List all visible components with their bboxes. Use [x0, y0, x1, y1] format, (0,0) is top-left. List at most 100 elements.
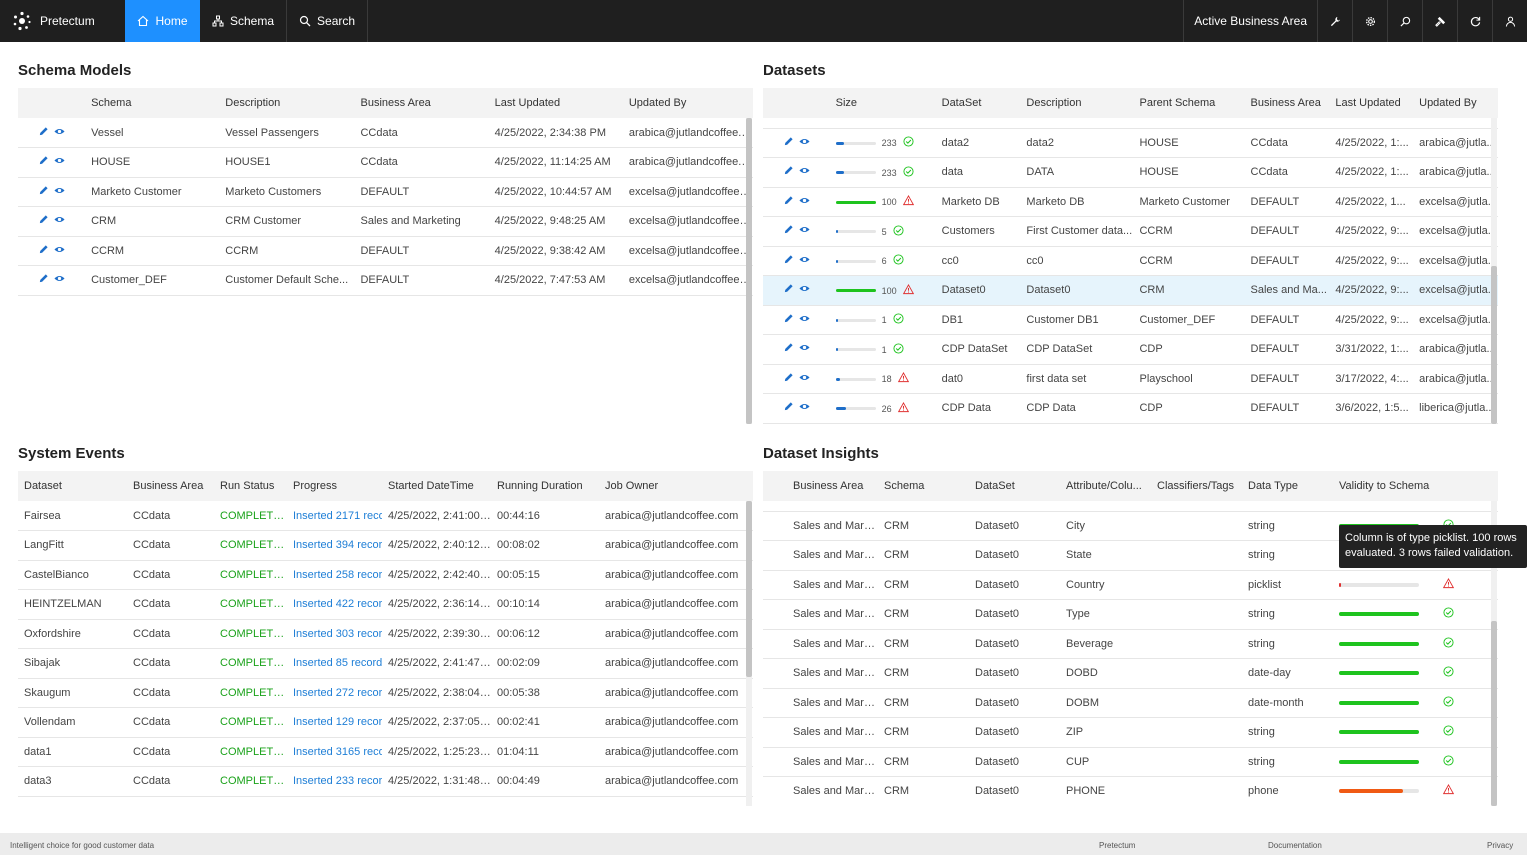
progress-link[interactable]: Inserted 3165 recor [287, 737, 382, 767]
column-header[interactable]: Data Type [1242, 471, 1333, 501]
table-row[interactable]: Sales and Mark... CRM Dataset0 CUP string [763, 747, 1498, 777]
table-row[interactable]: Oxfordshire CCdata COMPLETED Inserted 303 r… [18, 619, 753, 649]
column-header[interactable]: Classifiers/Tags [1151, 471, 1242, 501]
table-row[interactable]: Customer_DEF Customer Default Sche... DEFA… [18, 265, 753, 296]
column-header[interactable]: DataSet [969, 471, 1060, 501]
active-business-area-button[interactable]: Active Business Area [1183, 0, 1317, 42]
table-row[interactable]: data3 CCdata COMPLETED Inserted 233 record 4… [18, 766, 753, 797]
edit-icon[interactable] [783, 224, 794, 235]
user-button[interactable] [1492, 0, 1527, 42]
table-row[interactable]: 6 cc0 cc0 CCRM DEFAULT 4/25/2022, 9:... excels… [763, 246, 1498, 276]
edit-icon[interactable] [783, 313, 794, 324]
column-header[interactable]: Attribute/Colu... [1060, 471, 1151, 501]
table-row[interactable]: 1 DB1 Customer DB1 Customer_DEF DEFAULT 4/25/… [763, 305, 1498, 335]
edit-icon[interactable] [783, 136, 794, 147]
column-header[interactable]: Last Updated [1329, 88, 1414, 118]
edit-icon[interactable] [783, 165, 794, 176]
validity-cell[interactable] [1333, 776, 1498, 806]
validity-cell[interactable] [1333, 570, 1498, 600]
column-header[interactable]: Business Area [127, 471, 214, 501]
table-row[interactable]: Sales and Mark... CRM Dataset0 DOBD date-day [763, 658, 1498, 689]
column-header[interactable]: Size [829, 88, 936, 118]
table-row[interactable]: 100 Dataset0 Dataset0 CRM Sales and Ma... 4/2… [763, 275, 1498, 306]
progress-link[interactable]: Inserted 272 record [287, 678, 382, 708]
find-button[interactable] [1387, 0, 1422, 42]
edit-icon[interactable] [783, 401, 794, 412]
table-row[interactable]: 100 Marketo DB Marketo DB Marketo Customer D… [763, 187, 1498, 217]
column-header[interactable]: Business Area [354, 88, 489, 118]
table-row[interactable]: Vollendam CCdata COMPLETED Inserted 129 rec… [18, 707, 753, 738]
table-row[interactable]: HEINTZELMAN CCdata COMPLETED Inserted 422 r… [18, 589, 753, 620]
settings-button[interactable] [1352, 0, 1387, 42]
nav-home[interactable]: Home [125, 0, 200, 42]
column-header[interactable]: Run Status [214, 471, 287, 501]
table-row[interactable]: CRM CRM Customer Sales and Marketing 4/25/2… [18, 206, 753, 237]
view-icon[interactable] [799, 313, 810, 324]
table-row[interactable]: HOUSE HOUSE1 CCdata 4/25/2022, 11:14:25 AM a… [18, 147, 753, 178]
table-row[interactable]: 26 CDP Data CDP Data CDP DEFAULT 3/6/2022, 1:… [763, 393, 1498, 424]
column-header[interactable]: Progress [287, 471, 382, 501]
progress-link[interactable]: Inserted 258 record [287, 560, 382, 590]
column-header[interactable]: Parent Schema [1133, 88, 1245, 118]
refresh-button[interactable] [1457, 0, 1492, 42]
view-icon[interactable] [799, 165, 810, 176]
column-header[interactable]: Business Area [1244, 88, 1330, 118]
table-row[interactable]: CastelBianco CCdata COMPLETED Inserted 258 … [18, 560, 753, 590]
validity-cell[interactable] [1333, 658, 1498, 689]
table-row[interactable]: 1 CDP DataSet CDP DataSet CDP DEFAULT 3/31/20… [763, 334, 1498, 365]
table-row[interactable]: Sales and Mark... CRM Dataset0 PHONE phone [763, 776, 1498, 806]
table-row[interactable]: data1 CCdata COMPLETED Inserted 3165 recor 4… [18, 737, 753, 767]
table-row[interactable]: Skaugum CCdata COMPLETED Inserted 272 recor… [18, 678, 753, 708]
view-icon[interactable] [799, 254, 810, 265]
footer-documentation-link[interactable]: Documentation [1268, 841, 1322, 850]
column-header[interactable]: Started DateTime [382, 471, 491, 501]
table-row[interactable]: Sales and Mark... CRM Dataset0 Country pickl… [763, 570, 1498, 600]
nav-search[interactable]: Search [287, 0, 369, 42]
column-header[interactable]: Job Owner [599, 471, 753, 501]
nav-schema[interactable]: Schema [200, 0, 288, 42]
datasets-scrollbar[interactable] [1491, 118, 1497, 424]
column-header[interactable]: Description [1020, 88, 1134, 118]
progress-link[interactable]: Inserted 233 record [287, 766, 382, 797]
view-icon[interactable] [799, 195, 810, 206]
column-header[interactable]: DataSet [935, 88, 1021, 118]
edit-icon[interactable] [783, 195, 794, 206]
column-header[interactable]: Dataset [18, 471, 127, 501]
edit-icon[interactable] [783, 342, 794, 353]
edit-icon[interactable] [38, 273, 49, 284]
column-header[interactable]: Schema [878, 471, 969, 501]
column-header[interactable]: Updated By [622, 88, 753, 118]
progress-link[interactable]: Inserted 303 record [287, 619, 382, 649]
table-row[interactable]: 18 dat0 first data set Playschool DEFAULT 3/1… [763, 364, 1498, 394]
dataset-insights-scrollbar[interactable] [1491, 501, 1497, 806]
edit-icon[interactable] [783, 283, 794, 294]
column-header[interactable]: Schema [85, 88, 220, 118]
edit-icon[interactable] [38, 126, 49, 137]
view-icon[interactable] [799, 401, 810, 412]
edit-icon[interactable] [783, 254, 794, 265]
system-events-scrollbar[interactable] [746, 501, 752, 806]
view-icon[interactable] [54, 155, 65, 166]
edit-icon[interactable] [38, 244, 49, 255]
table-row[interactable]: Sales and Mark... CRM Dataset0 Beverage stri… [763, 629, 1498, 659]
table-row[interactable]: 233 data DATA HOUSE CCdata 4/25/2022, 1:... ar… [763, 157, 1498, 188]
table-row[interactable]: Vessel Vessel Passengers CCdata 4/25/2022, … [18, 118, 753, 148]
table-row[interactable]: Sibajak CCdata COMPLETED Inserted 85 record… [18, 648, 753, 679]
column-header[interactable]: Validity to Schema [1333, 471, 1498, 501]
column-header[interactable]: Running Duration [491, 471, 599, 501]
schema-models-scrollbar[interactable] [746, 118, 752, 424]
column-header[interactable]: Last Updated [488, 88, 623, 118]
edit-icon[interactable] [38, 185, 49, 196]
view-icon[interactable] [54, 185, 65, 196]
column-header[interactable]: Business Area [787, 471, 878, 501]
validity-cell[interactable] [1333, 717, 1498, 748]
progress-link[interactable]: Inserted 2171 record [287, 501, 382, 531]
view-icon[interactable] [799, 136, 810, 147]
footer-pretectum-link[interactable]: Pretectum [1099, 841, 1136, 850]
table-row[interactable]: Sales and Mark... CRM Dataset0 DOBM date-mon… [763, 688, 1498, 718]
view-icon[interactable] [799, 283, 810, 294]
view-icon[interactable] [54, 244, 65, 255]
validity-cell[interactable] [1333, 629, 1498, 659]
view-icon[interactable] [799, 342, 810, 353]
